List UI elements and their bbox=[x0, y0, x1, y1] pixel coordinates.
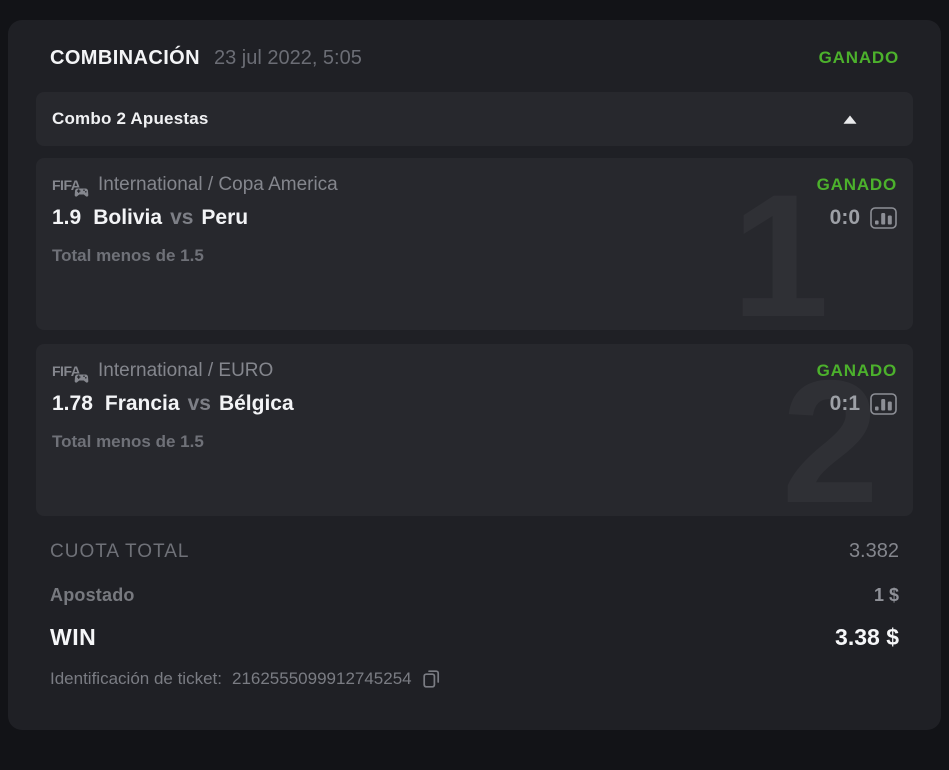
market-label: Total menos de 1.5 bbox=[52, 432, 204, 451]
bet-ticket-card: COMBINACIÓN 23 jul 2022, 5:05 GANADO Com… bbox=[8, 20, 941, 730]
ticket-date: 23 jul 2022, 5:05 bbox=[213, 46, 362, 69]
stake-label: Apostado bbox=[50, 585, 135, 605]
league-name: International / EURO bbox=[98, 360, 274, 381]
odds-value: 1.9 bbox=[52, 206, 82, 229]
vs-label: vs bbox=[187, 392, 211, 415]
ticket-id-value: 2162555099912745254 bbox=[231, 669, 412, 688]
away-team: Peru bbox=[201, 206, 249, 229]
copy-button[interactable] bbox=[422, 669, 441, 689]
score-group: 0:0 bbox=[830, 206, 897, 230]
match-row: 1.9 Bolivia vs Peru 0:0 bbox=[52, 206, 897, 230]
bar-chart-icon[interactable] bbox=[870, 393, 897, 415]
bet-status-badge: GANADO bbox=[816, 175, 897, 194]
match-score: 0:1 bbox=[829, 392, 860, 415]
vs-label: vs bbox=[170, 206, 194, 229]
match-score: 0:0 bbox=[829, 206, 860, 229]
match-row: 1.78 Francia vs Bélgica 0:1 bbox=[52, 392, 897, 416]
triangle-up-icon bbox=[843, 115, 857, 124]
gamepad-icon bbox=[74, 373, 89, 384]
stake-value: 1 $ bbox=[873, 585, 899, 605]
market-row: Total menos de 1.5 bbox=[52, 246, 897, 266]
fifa-esports-icon: FIFA bbox=[52, 361, 89, 384]
win-row: WIN 3.38 $ bbox=[36, 624, 913, 651]
bet-status-badge: GANADO bbox=[816, 361, 897, 380]
total-odds-row: CUOTA TOTAL 3.382 bbox=[36, 540, 913, 563]
combo-summary-bar[interactable]: Combo 2 Apuestas bbox=[36, 92, 913, 146]
league-name: International / Copa America bbox=[98, 174, 338, 195]
market-row: Total menos de 1.5 bbox=[52, 432, 897, 452]
bet-card-1: 1 FIFA International / Copa America GANA… bbox=[36, 158, 913, 330]
home-team: Bolivia bbox=[93, 206, 163, 229]
league-row: FIFA International / Copa America GANADO bbox=[52, 174, 897, 198]
score-group: 0:1 bbox=[830, 392, 897, 416]
fifa-esports-icon: FIFA bbox=[52, 175, 89, 198]
gamepad-icon bbox=[74, 187, 89, 198]
combo-label: Combo 2 Apuestas bbox=[52, 109, 209, 128]
away-team: Bélgica bbox=[218, 392, 294, 415]
total-odds-value: 3.382 bbox=[848, 540, 899, 562]
copy-icon bbox=[422, 670, 439, 688]
stake-row: Apostado 1 $ bbox=[36, 585, 913, 606]
ticket-id-row: Identificación de ticket: 21625550999127… bbox=[36, 669, 913, 689]
ticket-type-title: COMBINACIÓN bbox=[50, 46, 200, 69]
win-value: 3.38 $ bbox=[835, 624, 899, 650]
ticket-header: COMBINACIÓN 23 jul 2022, 5:05 GANADO bbox=[36, 20, 913, 92]
market-label: Total menos de 1.5 bbox=[52, 246, 204, 265]
ticket-id-label: Identificación de ticket: bbox=[50, 669, 222, 688]
bar-chart-icon[interactable] bbox=[870, 207, 897, 229]
win-label: WIN bbox=[50, 624, 97, 650]
bet-card-2: 2 FIFA International / EURO GANADO 1.78 … bbox=[36, 344, 913, 516]
total-odds-label: CUOTA TOTAL bbox=[50, 540, 190, 562]
home-team: Francia bbox=[104, 392, 180, 415]
collapse-button[interactable] bbox=[843, 115, 857, 124]
ticket-status-badge: GANADO bbox=[818, 48, 899, 67]
odds-value: 1.78 bbox=[52, 392, 93, 415]
league-row: FIFA International / EURO GANADO bbox=[52, 360, 897, 384]
